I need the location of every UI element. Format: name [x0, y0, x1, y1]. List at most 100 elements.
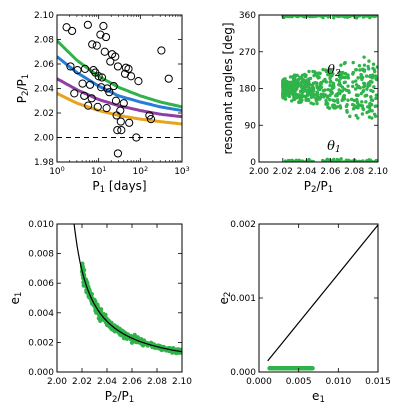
- e2-point: [286, 366, 291, 371]
- theta2-point: [355, 104, 360, 108]
- data-point: [92, 41, 101, 50]
- theta2-point: [318, 82, 323, 86]
- theta2-point: [281, 88, 285, 92]
- theta2-point: [288, 80, 292, 85]
- x-tick-label: 2.08: [344, 167, 364, 177]
- theta2-point: [311, 102, 316, 106]
- y-tick-label: 2.04: [34, 85, 54, 95]
- theta2-point: [331, 98, 335, 102]
- theta1-point-wrap: [353, 15, 358, 18]
- theta2-point: [328, 83, 332, 88]
- theta2-point: [309, 95, 314, 100]
- theta1-point: [337, 159, 341, 162]
- theta2-point: [347, 90, 351, 95]
- theta2-point: [297, 93, 301, 97]
- data-point: [116, 106, 125, 115]
- theta2-point: [335, 98, 340, 102]
- e2-point: [274, 366, 279, 371]
- x-tick-label: 2.02: [72, 377, 92, 387]
- theta2-point: [327, 72, 331, 77]
- theta2-point: [304, 73, 308, 78]
- theta2-point: [337, 83, 341, 87]
- data-point: [113, 126, 122, 135]
- theta2-point: [325, 94, 330, 98]
- theta2-point: [364, 74, 369, 78]
- data-point: [113, 149, 123, 158]
- x-tick-label: 2.02: [273, 167, 293, 177]
- theta2-point: [363, 94, 367, 98]
- e1-curve: [73, 224, 182, 353]
- data-point: [73, 66, 82, 75]
- theta2-point: [350, 102, 355, 107]
- y-axis-label: e2: [217, 292, 233, 305]
- theta2-point: [335, 92, 339, 97]
- data-point: [96, 30, 105, 39]
- data-point: [62, 23, 71, 32]
- theta2-point: [334, 78, 339, 82]
- data-point: [100, 47, 109, 56]
- panel-d: 0.000 0.005 0.010 0.015 0.000 0.001 0.002 e1 e2: [217, 220, 391, 405]
- theta2-point: [370, 76, 374, 80]
- theta2-point: [341, 75, 346, 80]
- theta2-point: [366, 82, 370, 86]
- data-point: [124, 64, 133, 74]
- theta2-point: [324, 80, 329, 84]
- theta2-point: [329, 79, 333, 83]
- x-tick-label: 101: [91, 165, 107, 177]
- theta2-point: [307, 86, 311, 91]
- data-point: [80, 64, 90, 74]
- theta2-point: [371, 62, 376, 66]
- e2-point: [289, 366, 294, 371]
- data-point: [126, 72, 136, 81]
- theta1-point-wrap: [326, 15, 330, 18]
- theta2-point: [284, 86, 289, 90]
- data-point: [80, 91, 89, 100]
- theta1-point: [292, 159, 296, 162]
- e2-point: [278, 366, 283, 371]
- angle-annotation: θ1: [327, 139, 341, 155]
- theta2-point: [300, 86, 304, 90]
- data-point: [146, 115, 156, 124]
- theta2-point: [362, 63, 367, 67]
- y-axis-label: resonant angles [deg]: [221, 22, 235, 154]
- theta2-point: [318, 71, 322, 76]
- theta2-point: [354, 83, 359, 87]
- theta2-point: [362, 55, 366, 59]
- theta2-point: [374, 96, 378, 101]
- theta1-point-wrap: [299, 15, 304, 18]
- data-point: [102, 104, 111, 113]
- model-curve-1: [57, 55, 182, 113]
- theta1-point: [324, 159, 328, 162]
- theta1-point-wrap: [332, 16, 336, 20]
- theta2-point: [297, 78, 301, 82]
- x-tick-label: 2.00: [249, 167, 269, 177]
- theta2-point: [292, 93, 297, 97]
- theta2-point: [338, 73, 343, 78]
- data-point: [89, 66, 98, 75]
- theta2-point: [358, 68, 362, 72]
- theta2-point: [331, 81, 336, 85]
- theta2-point: [351, 60, 355, 65]
- theta2-point: [328, 69, 332, 74]
- theta2-point: [284, 80, 288, 84]
- theta2-point: [352, 98, 356, 103]
- theta2-point: [359, 72, 363, 77]
- theta1-point: [374, 158, 378, 162]
- theta2-point: [372, 112, 377, 116]
- model-curve-2: [57, 77, 182, 119]
- theta2-point: [342, 94, 346, 98]
- theta1-point-wrap: [313, 15, 318, 19]
- e1-point: [110, 327, 116, 332]
- theta2-point: [315, 101, 319, 106]
- theta2-point: [302, 84, 306, 88]
- theta1-point-wrap: [348, 15, 352, 18]
- theta2-point: [340, 98, 344, 103]
- y-tick-label: 2.08: [34, 36, 54, 46]
- theta1-point-wrap: [294, 15, 299, 19]
- e1-point: [171, 345, 176, 351]
- theta2-point: [354, 79, 358, 83]
- data-point: [101, 32, 111, 42]
- x-tick-label: 103: [174, 165, 190, 177]
- e2-point: [301, 366, 306, 371]
- theta2-point: [315, 90, 320, 95]
